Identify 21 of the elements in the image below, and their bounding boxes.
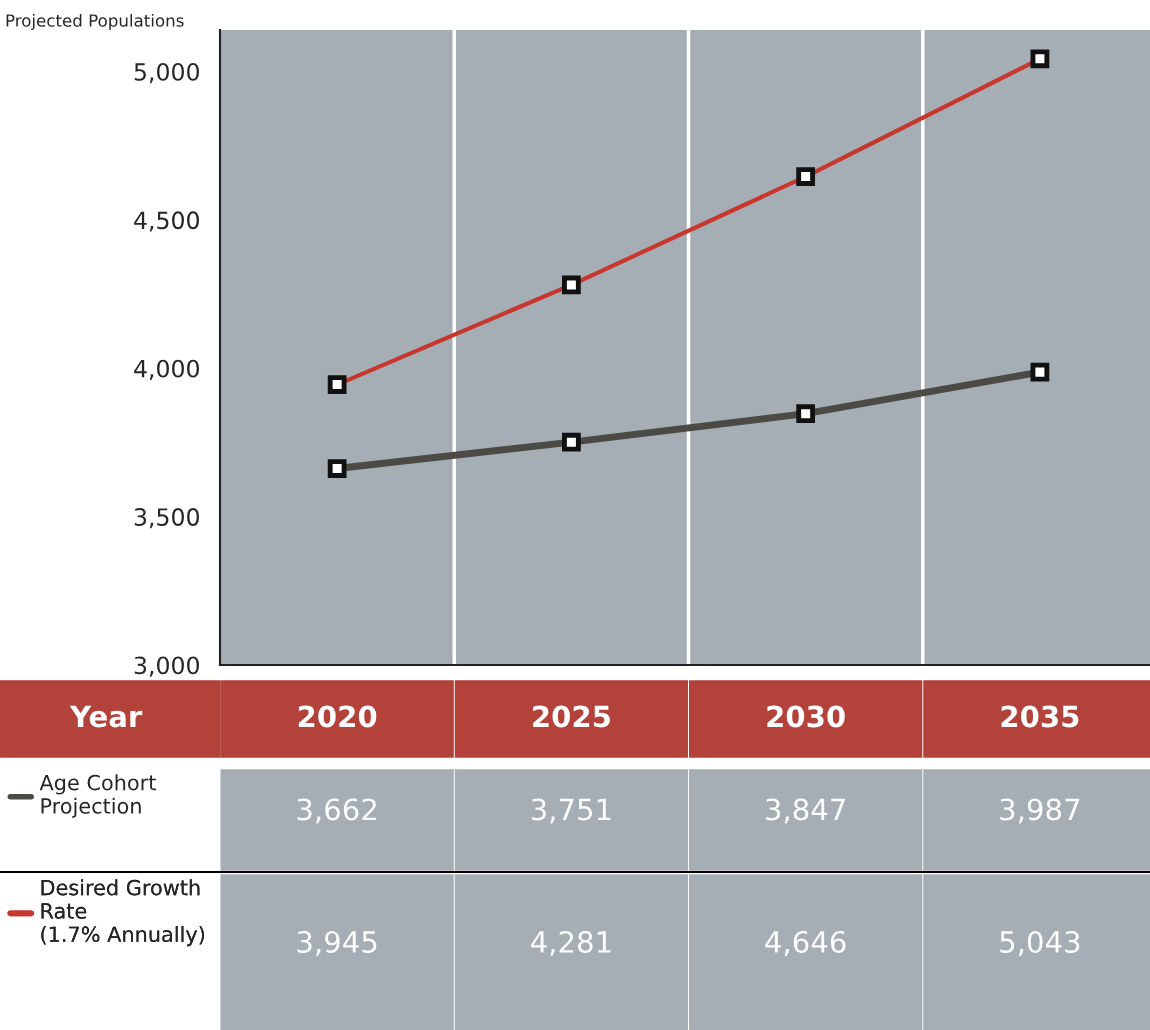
data-label: 5,043 (1000, 930, 1080, 956)
data-label: 3,751 (531, 798, 611, 824)
y-tick-label: 3,000 (134, 656, 199, 677)
y-tick-label: 3,500 (134, 508, 199, 529)
data-label: 3,987 (1000, 798, 1080, 824)
x-tick-label: 2025 (533, 705, 610, 728)
y-tick-label: 5,000 (134, 62, 199, 84)
data-label: 3,662 (297, 798, 376, 824)
y-tick-label: 4,500 (134, 211, 199, 232)
y-axis-title: Projected Populations (6, 13, 184, 31)
legend-label: Age Cohort Projection (39, 774, 156, 818)
x-tick-label: 2030 (767, 705, 845, 728)
data-label: 3,847 (766, 798, 845, 824)
data-label: 4,281 (531, 930, 611, 956)
data-label: 4,646 (765, 930, 846, 956)
x-axis-title: Year (69, 705, 143, 728)
x-tick-label: 2020 (298, 705, 377, 728)
data-label: 3,945 (297, 930, 377, 956)
legend-label: Desired Growth Rate (1.7% Annually) (41, 879, 205, 947)
y-tick-label: 4,000 (134, 359, 199, 380)
x-tick-label: 2035 (1001, 705, 1079, 728)
